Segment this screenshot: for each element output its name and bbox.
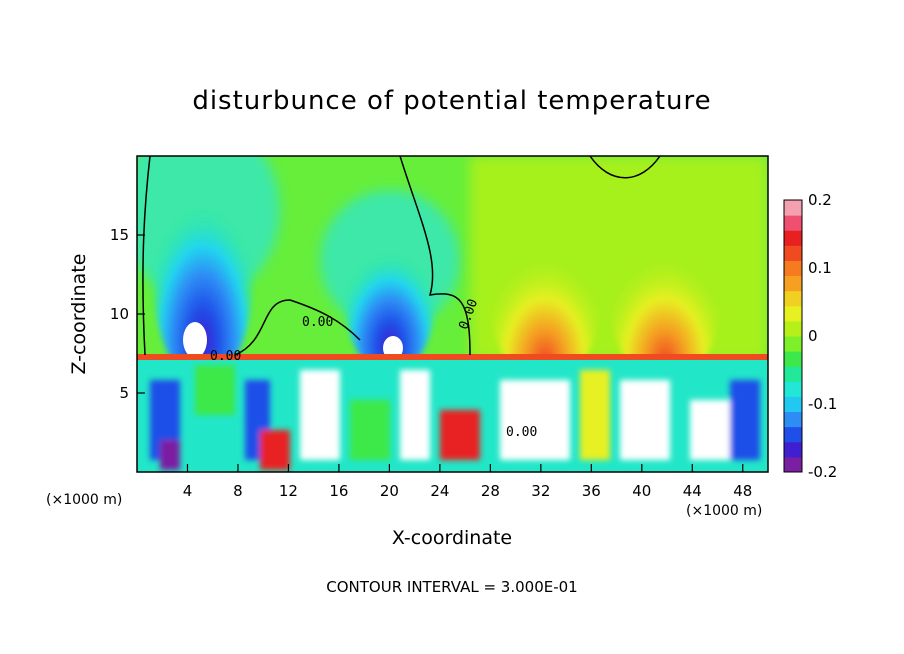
colorbar-swatch bbox=[784, 336, 802, 352]
x-tick-label: 16 bbox=[329, 482, 348, 500]
chart-title: disturbunce of potential temperature bbox=[192, 86, 712, 116]
colorbar-tick-label: -0.2 bbox=[808, 463, 837, 481]
colorbar-swatch bbox=[784, 245, 802, 261]
x-tick-label: 32 bbox=[531, 482, 550, 500]
x-tick-label: 48 bbox=[733, 482, 752, 500]
colorbar-swatch bbox=[784, 441, 802, 458]
colorbar-tick-label: 0.1 bbox=[808, 259, 832, 277]
x-unit-right: (×1000 m) bbox=[686, 503, 763, 519]
x-tick-label: 20 bbox=[380, 482, 399, 500]
interface-band bbox=[137, 354, 768, 360]
plot-area: 0.00 0.00 0.00 0.00 bbox=[137, 156, 768, 472]
colorbar-swatch bbox=[784, 426, 802, 443]
positive-lobe-1 bbox=[490, 215, 600, 385]
x-tick-label: 36 bbox=[582, 482, 601, 500]
x-ticks: 4 8 12 16 20 24 28 32 36 40 44 48 bbox=[183, 464, 752, 500]
colorbar-swatch bbox=[784, 215, 802, 231]
colorbar-swatch bbox=[784, 200, 802, 216]
contour-label: 0.00 bbox=[302, 315, 333, 330]
lower-patches bbox=[150, 365, 760, 470]
x-tick-label: 12 bbox=[279, 482, 298, 500]
colorbar-swatch bbox=[784, 230, 802, 246]
colorbar-swatch bbox=[784, 290, 802, 307]
y-ticks: 5 10 15 bbox=[110, 226, 145, 402]
contour-interval-note: CONTOUR INTERVAL = 3.000E-01 bbox=[326, 578, 578, 596]
colorbar-swatch bbox=[784, 351, 802, 367]
colorbar-swatch bbox=[784, 381, 802, 397]
x-tick-label: 4 bbox=[183, 482, 193, 500]
colorbar: 0.2 0.1 0 -0.1 -0.2 bbox=[783, 191, 837, 481]
contour-label: 0.00 bbox=[210, 349, 241, 364]
contour-label: 0.00 bbox=[506, 425, 537, 440]
x-tick-label: 28 bbox=[481, 482, 500, 500]
colorbar-swatch bbox=[784, 260, 802, 277]
colorbar-swatch bbox=[784, 320, 802, 337]
white-peak-1 bbox=[183, 322, 207, 358]
x-tick-label: 44 bbox=[683, 482, 702, 500]
colorbar-frame bbox=[783, 199, 803, 473]
x-tick-label: 8 bbox=[233, 482, 243, 500]
colorbar-swatch bbox=[784, 456, 802, 473]
colorbar-swatch bbox=[784, 275, 802, 292]
negative-lobe-1 bbox=[153, 165, 253, 385]
y-tick-label: 5 bbox=[119, 384, 129, 402]
x-axis-label: X-coordinate bbox=[391, 527, 513, 549]
colorbar-tick-label: 0.2 bbox=[808, 191, 832, 209]
x-unit-left: (×1000 m) bbox=[46, 492, 123, 508]
x-tick-label: 24 bbox=[430, 482, 449, 500]
x-tick-label: 40 bbox=[632, 482, 651, 500]
y-tick-label: 15 bbox=[110, 226, 129, 244]
colorbar-swatch bbox=[784, 366, 802, 382]
colorbar-tick-label: 0 bbox=[808, 327, 818, 345]
zero-contours bbox=[142, 156, 661, 356]
y-tick-label: 10 bbox=[110, 305, 129, 323]
colorbar-swatch bbox=[784, 396, 802, 413]
colorbar-swatch bbox=[784, 411, 802, 428]
negative-lobe-2 bbox=[345, 225, 435, 375]
positive-lobe-2 bbox=[610, 215, 720, 385]
colorbar-tick-label: -0.1 bbox=[808, 395, 837, 413]
colorbar-swatch bbox=[784, 305, 802, 322]
